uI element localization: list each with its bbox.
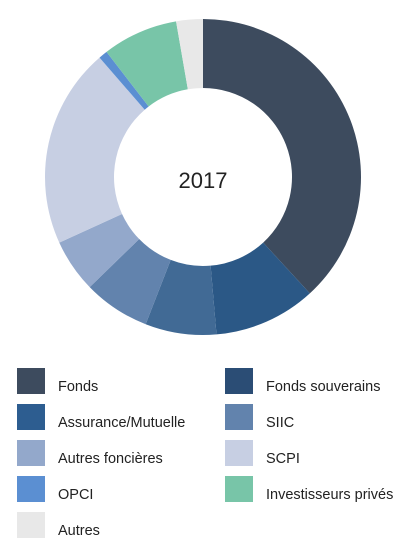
slice-siic xyxy=(89,239,171,325)
legend-item: SCPI xyxy=(225,435,400,471)
legend-label: Fonds xyxy=(58,379,99,395)
donut-slices xyxy=(44,19,361,335)
slice-fonds xyxy=(203,19,361,294)
legend-label: SCPI xyxy=(266,451,300,467)
center-year-label: 2017 xyxy=(179,168,228,193)
legend-swatch xyxy=(225,368,253,394)
legend-swatch xyxy=(17,440,45,466)
legend-label: Autres foncières xyxy=(58,451,163,467)
slice-opci xyxy=(99,51,149,110)
legend-item: Autres foncières xyxy=(17,435,225,471)
legend-label: Fonds souverains xyxy=(266,379,381,395)
legend-swatch xyxy=(17,512,45,538)
legend-swatch xyxy=(225,476,253,502)
legend-label: Investisseurs privés xyxy=(266,487,394,503)
slice-autres-fonci-res xyxy=(59,213,140,288)
donut-chart: 2017 xyxy=(44,19,361,335)
legend-swatch xyxy=(225,440,253,466)
legend-swatch xyxy=(225,404,253,430)
legend-grid: Fonds Fonds souverains Assurance/Mutuelle S… xyxy=(17,363,400,543)
slice-fonds-souverains xyxy=(210,242,310,335)
donut-svg: 2017 xyxy=(44,19,361,335)
slice-autres xyxy=(176,19,203,90)
legend-swatch xyxy=(17,404,45,430)
legend-label: Autres xyxy=(58,523,100,539)
legend-item: Fonds xyxy=(17,363,225,399)
slice-assurance-mutuelle xyxy=(145,259,217,335)
legend-item: Autres xyxy=(17,507,225,543)
legend-item: Assurance/Mutuelle xyxy=(17,399,225,435)
legend-swatch xyxy=(17,476,45,502)
legend-item: SIIC xyxy=(225,399,400,435)
slice-investisseurs-priv-s xyxy=(106,21,188,107)
legend-item: Fonds souverains xyxy=(225,363,400,399)
chart-legend: Fonds Fonds souverains Assurance/Mutuelle S… xyxy=(17,363,400,543)
legend-label: SIIC xyxy=(266,415,295,431)
legend-item: Investisseurs privés xyxy=(225,471,400,507)
legend-label: OPCI xyxy=(58,487,94,503)
legend-item: OPCI xyxy=(17,471,225,507)
legend-label: Assurance/Mutuelle xyxy=(58,415,186,431)
legend-swatch xyxy=(17,368,45,394)
slice-scpi xyxy=(44,57,145,243)
